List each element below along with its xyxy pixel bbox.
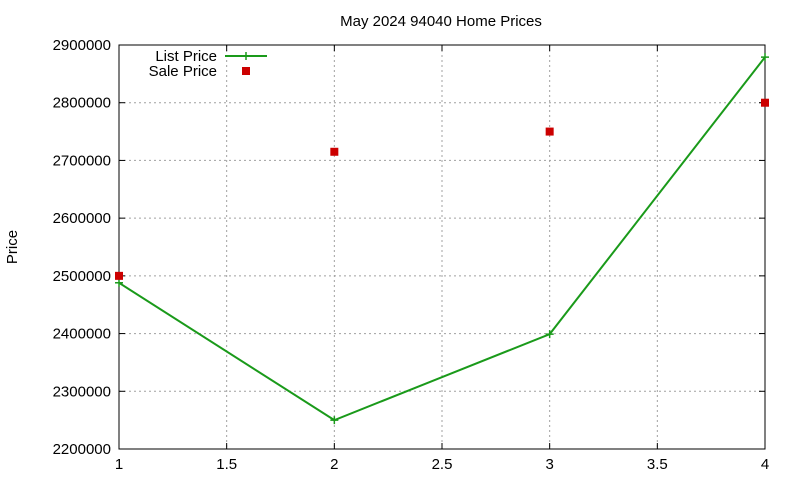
data-point-square <box>545 127 554 136</box>
y-tick-label: 2500000 <box>53 268 111 285</box>
legend-label: List Price <box>155 48 217 65</box>
x-tick-label: 2 <box>330 456 338 473</box>
y-tick-label: 2600000 <box>53 210 111 227</box>
data-point-square <box>761 98 769 107</box>
y-tick-label: 2900000 <box>53 37 111 54</box>
data-point-cross <box>330 416 339 425</box>
x-tick-label: 3 <box>545 456 553 473</box>
chart-title: May 2024 94040 Home Prices <box>340 13 542 30</box>
y-tick-label: 2200000 <box>53 441 111 458</box>
x-tick-label: 4 <box>761 456 769 473</box>
data-point-cross <box>545 330 554 339</box>
x-tick-label: 3.5 <box>647 456 668 473</box>
series-layer <box>115 53 769 425</box>
y-tick-label: 2800000 <box>53 95 111 112</box>
legend-label: Sale Price <box>149 63 217 80</box>
series-sale-price <box>115 98 769 280</box>
legend-square <box>242 67 250 75</box>
y-tick-label: 2300000 <box>53 383 111 400</box>
series-line <box>118 56 766 422</box>
x-tick-label: 1 <box>115 456 123 473</box>
y-tick-label: 2700000 <box>53 152 111 169</box>
data-point-cross <box>761 53 769 62</box>
y-tick-label: 2400000 <box>53 326 111 343</box>
ticks: 1 1.5 2 2.5 3 3.5 4 2200000 2300000 2400000 250000… <box>53 37 770 473</box>
x-tick-label: 1.5 <box>216 456 237 473</box>
data-point-square <box>115 271 123 280</box>
series-list-price <box>115 53 769 425</box>
y-axis-label: Price <box>4 230 21 264</box>
x-tick-label: 2.5 <box>432 456 453 473</box>
data-point-cross <box>115 278 123 287</box>
data-point-square <box>330 147 339 156</box>
grid <box>119 45 765 449</box>
